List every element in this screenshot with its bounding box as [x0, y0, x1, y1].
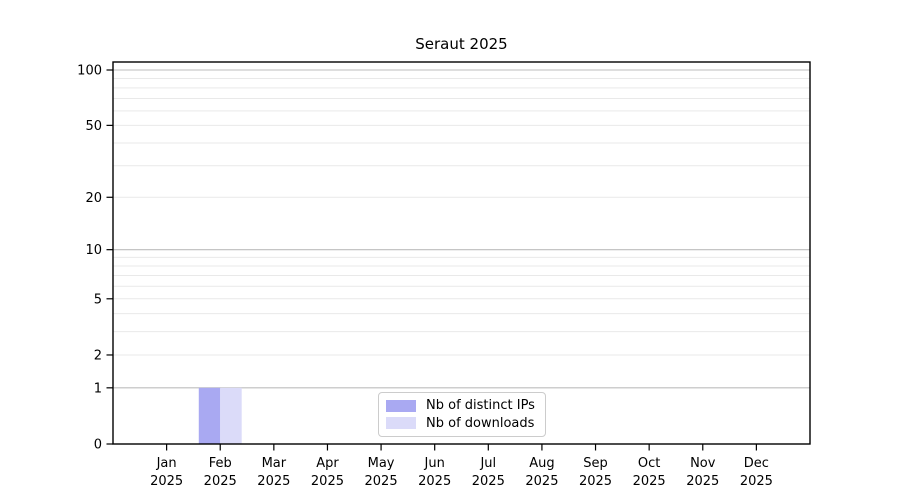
plot-frame: [112, 61, 811, 445]
x-tick-label-month: Nov: [690, 456, 716, 471]
y-tick-label: 5: [94, 292, 102, 307]
x-tick-label-month: May: [368, 456, 395, 471]
x-tick-label-month: Feb: [209, 456, 232, 471]
legend-label-distinct-ips: Nb of distinct IPs: [426, 398, 535, 414]
x-tick-label-month: Jul: [479, 456, 496, 471]
y-tick-label: 1: [94, 381, 102, 396]
x-tick-label-year: 2025: [204, 474, 237, 489]
x-tick-label-year: 2025: [525, 474, 558, 489]
x-tick-label-year: 2025: [311, 474, 344, 489]
x-tick-label-year: 2025: [472, 474, 505, 489]
x-tick-label-year: 2025: [418, 474, 451, 489]
y-tick-label: 2: [94, 348, 102, 363]
y-tick-label: 50: [85, 119, 102, 134]
chart-title: Seraut 2025: [415, 35, 508, 53]
x-tick-label-year: 2025: [579, 474, 612, 489]
y-tick-label: 0: [94, 438, 102, 453]
legend-label-downloads: Nb of downloads: [426, 415, 535, 431]
x-tick-label-month: Sep: [583, 456, 608, 471]
y-tick-label: 100: [77, 64, 102, 79]
x-tick-label-month: Jan: [156, 456, 177, 471]
legend-swatch-downloads-icon: [386, 417, 416, 430]
x-tick-label-month: Jun: [424, 456, 445, 471]
legend: Nb of distinct IPs Nb of downloads: [378, 392, 546, 437]
x-tick-label-month: Oct: [638, 456, 660, 471]
bar-downloads: [220, 387, 242, 444]
x-tick-label-year: 2025: [686, 474, 719, 489]
legend-swatch-distinct-ips-icon: [386, 399, 416, 412]
x-tick-label-year: 2025: [257, 474, 290, 489]
bar-distinct-ips: [198, 387, 221, 444]
legend-item-distinct-ips: Nb of distinct IPs: [386, 397, 538, 414]
x-tick-label-month: Apr: [316, 456, 339, 471]
x-tick-label-year: 2025: [150, 474, 183, 489]
y-tick-label: 10: [85, 243, 102, 258]
legend-item-downloads: Nb of downloads: [386, 415, 538, 432]
x-tick-label-year: 2025: [633, 474, 666, 489]
x-tick-label-month: Dec: [744, 456, 769, 471]
x-tick-label-month: Mar: [262, 456, 287, 471]
x-tick-label-year: 2025: [740, 474, 773, 489]
y-tick-label: 20: [85, 191, 102, 206]
x-tick-label-year: 2025: [365, 474, 398, 489]
x-tick-label-month: Aug: [529, 456, 554, 471]
